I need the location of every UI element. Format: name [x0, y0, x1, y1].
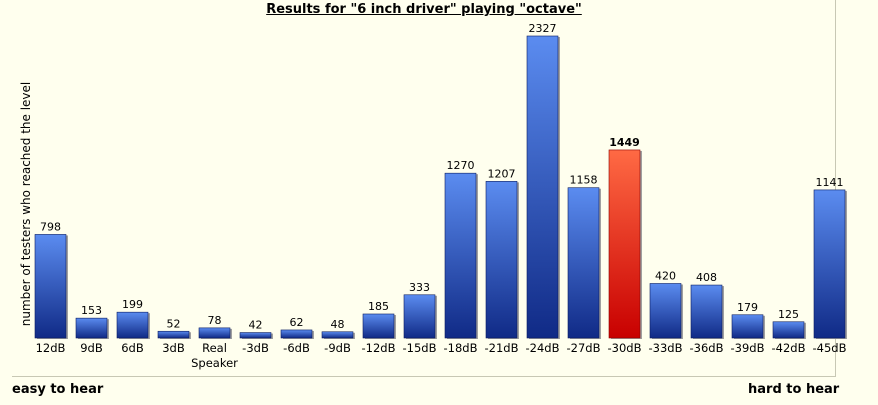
bar--42db-tick-label: -42dB: [772, 341, 806, 355]
bar--21db-value-label: 1207: [488, 167, 516, 180]
bar--3db-value-label: 42: [249, 319, 263, 332]
bar--30db: [608, 149, 641, 339]
bar--33db-value-label: 420: [655, 269, 676, 282]
bar-real-speaker: [198, 327, 231, 339]
bar--24db: [526, 35, 559, 339]
bar-6db-tick-label: 6dB: [121, 341, 144, 355]
bar--33db: [649, 283, 682, 339]
chart-title: Results for "6 inch driver" playing "oct…: [266, 2, 582, 17]
bar--21db: [485, 181, 518, 339]
bar--15db-tick-label: -15dB: [403, 341, 437, 355]
bar-9db-value-label: 153: [81, 304, 102, 317]
bar--24db-value-label: 2327: [529, 22, 557, 35]
bar--36db: [690, 284, 723, 339]
bar--33db-tick-label: -33dB: [649, 341, 683, 355]
hard-to-hear-label: hard to hear: [748, 382, 840, 397]
bar--3db-tick-label: -3dB: [242, 341, 269, 355]
bar--27db-value-label: 1158: [570, 174, 598, 187]
bar--27db: [567, 187, 600, 339]
bar--6db-value-label: 62: [290, 316, 304, 329]
bar--27db-tick-label: -27dB: [567, 341, 601, 355]
bar--18db-tick-label: -18dB: [444, 341, 478, 355]
bar-3db: [157, 330, 190, 339]
bar-6db-value-label: 199: [122, 298, 143, 311]
bar--15db: [403, 294, 436, 339]
bar--9db: [321, 331, 354, 339]
bar--3db: [239, 332, 272, 339]
bar--36db-value-label: 408: [696, 271, 717, 284]
bar--18db: [444, 172, 477, 339]
bar--24db-tick-label: -24dB: [526, 341, 560, 355]
bar-9db: [75, 317, 108, 339]
bar--45db-tick-label: -45dB: [813, 341, 847, 355]
bar--39db: [731, 314, 764, 339]
bar--6db: [280, 329, 313, 339]
bar--42db-value-label: 125: [778, 308, 799, 321]
bar-6db: [116, 311, 149, 339]
easy-to-hear-label: easy to hear: [12, 382, 104, 397]
bar-9db-tick-label: 9dB: [80, 341, 103, 355]
bar--15db-value-label: 333: [409, 281, 430, 294]
bar--30db-tick-label: -30dB: [608, 341, 642, 355]
bar--45db-value-label: 1141: [816, 176, 844, 189]
bar--36db-tick-label: -36dB: [690, 341, 724, 355]
bar--12db-value-label: 185: [368, 300, 389, 313]
bar--30db-value-label: 1449: [609, 136, 640, 149]
bar--12db: [362, 313, 395, 339]
bar-real-speaker-value-label: 78: [208, 314, 222, 327]
bar--45db: [813, 189, 846, 339]
bar--39db-tick-label: -39dB: [731, 341, 765, 355]
bar-12db-tick-label: 12dB: [36, 341, 66, 355]
bar-12db: [34, 234, 67, 339]
bar-3db-value-label: 52: [167, 317, 181, 330]
bar--39db-value-label: 179: [737, 301, 758, 314]
bar--12db-tick-label: -12dB: [362, 341, 396, 355]
bar--9db-value-label: 48: [331, 318, 345, 331]
bar--6db-tick-label: -6dB: [283, 341, 310, 355]
bar-12db-value-label: 798: [40, 220, 61, 233]
bar--42db: [772, 321, 805, 339]
bar-real-speaker-tick-label: Speaker: [191, 356, 238, 370]
bar-real-speaker-tick-label: Real: [202, 341, 227, 355]
bar--21db-tick-label: -21dB: [485, 341, 519, 355]
bar--9db-tick-label: -9dB: [324, 341, 351, 355]
bar--18db-value-label: 1270: [447, 159, 475, 172]
bar-3db-tick-label: 3dB: [162, 341, 185, 355]
chart-frame: [12, 0, 836, 377]
